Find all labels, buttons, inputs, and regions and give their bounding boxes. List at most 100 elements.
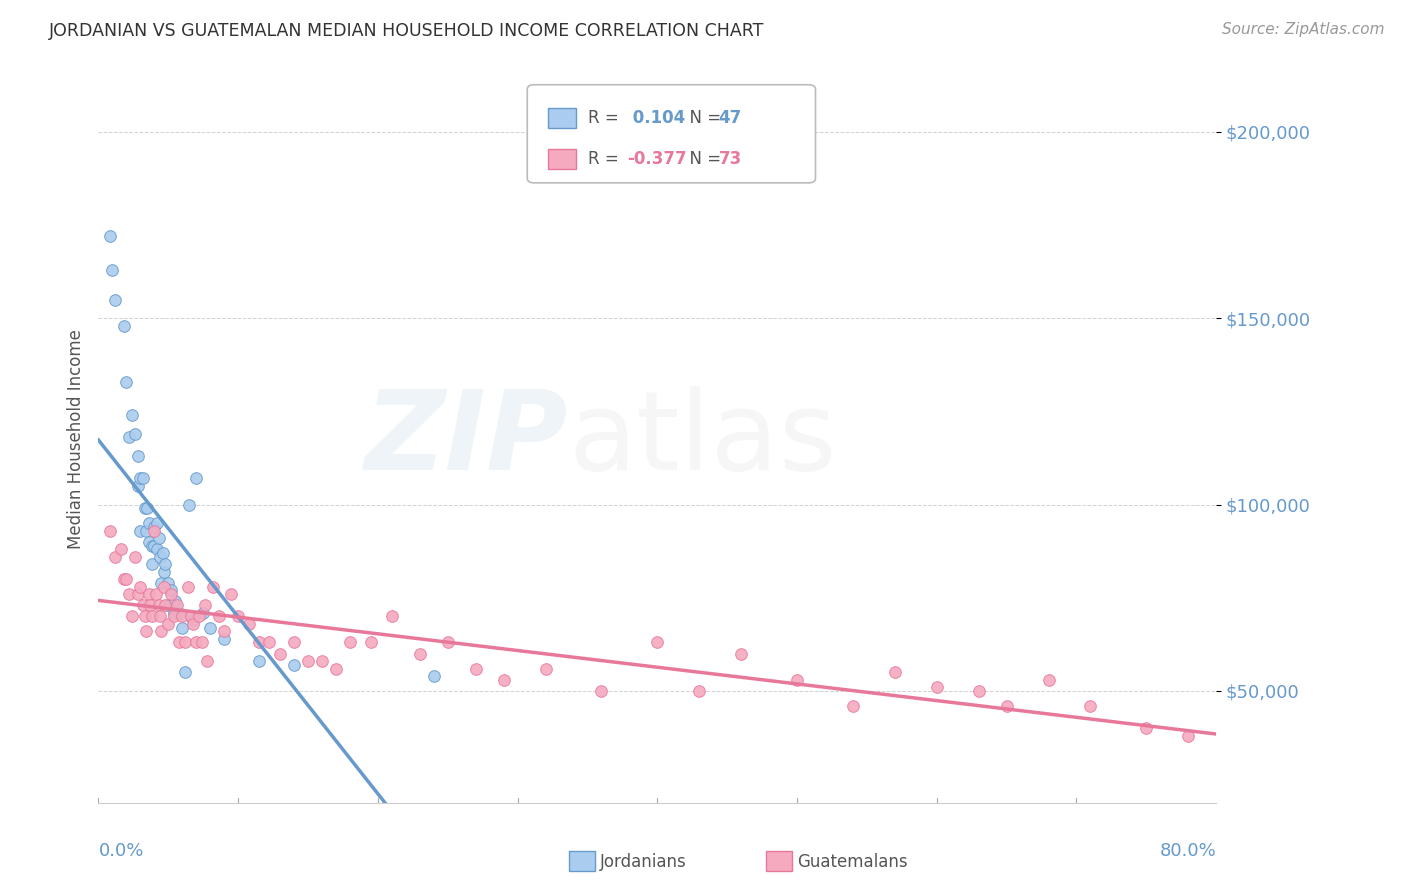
Point (127, 587, 149, 601)
Point (269, 647, 291, 661)
Text: R =: R = (588, 109, 624, 127)
Point (257, 635, 280, 649)
Point (129, 524, 152, 538)
Point (297, 654, 319, 668)
Point (104, 293, 127, 307)
Point (146, 516, 169, 531)
Point (115, 572, 138, 586)
Point (148, 598, 170, 612)
Point (194, 598, 217, 612)
Point (141, 539, 163, 553)
Point (1080, 698, 1102, 713)
Point (995, 698, 1018, 713)
Point (141, 558, 163, 572)
Point (180, 609, 202, 624)
Point (160, 587, 183, 601)
Point (883, 665, 905, 680)
Point (138, 587, 160, 601)
Text: R =: R = (588, 150, 624, 168)
Point (143, 520, 166, 534)
Point (136, 501, 159, 516)
Text: 80.0%: 80.0% (1160, 842, 1216, 860)
Point (157, 598, 180, 612)
Text: 73: 73 (718, 150, 742, 168)
Point (118, 587, 141, 601)
Point (360, 635, 382, 649)
Point (201, 580, 224, 594)
Point (115, 375, 138, 389)
Point (104, 549, 127, 564)
Point (118, 430, 141, 444)
Point (172, 609, 194, 624)
Point (247, 654, 270, 668)
Point (786, 673, 808, 687)
Text: Source: ZipAtlas.com: Source: ZipAtlas.com (1222, 22, 1385, 37)
Point (186, 471, 208, 485)
Point (193, 606, 215, 620)
Point (325, 662, 347, 676)
Point (146, 542, 169, 557)
Point (169, 635, 191, 649)
Point (212, 624, 235, 639)
Point (157, 616, 180, 631)
Text: Guatemalans: Guatemalans (797, 853, 908, 871)
Point (149, 609, 172, 624)
Point (166, 598, 188, 612)
Point (174, 665, 197, 680)
Text: N =: N = (679, 109, 727, 127)
Point (149, 549, 172, 564)
Point (155, 558, 177, 572)
Point (124, 549, 146, 564)
Point (110, 542, 132, 557)
Point (101, 262, 124, 277)
Point (165, 594, 187, 608)
Point (436, 635, 458, 649)
Point (238, 616, 260, 631)
Point (135, 524, 157, 538)
Point (191, 635, 214, 649)
Point (212, 632, 235, 646)
Point (98, 524, 121, 538)
Text: ZIP: ZIP (364, 386, 568, 492)
Point (464, 662, 486, 676)
Point (138, 534, 160, 549)
Point (129, 580, 152, 594)
Point (174, 635, 197, 649)
Point (152, 546, 174, 560)
Point (492, 673, 515, 687)
Point (127, 479, 149, 493)
Point (121, 609, 143, 624)
Point (153, 565, 176, 579)
Point (183, 616, 205, 631)
Point (150, 624, 173, 639)
Point (177, 580, 200, 594)
Point (132, 471, 155, 485)
Point (134, 501, 156, 516)
Text: 47: 47 (718, 109, 742, 127)
Point (148, 531, 170, 545)
Point (179, 498, 201, 512)
Point (163, 606, 186, 620)
Point (150, 575, 173, 590)
Point (226, 609, 249, 624)
Point (730, 647, 752, 661)
Point (112, 572, 135, 586)
Point (842, 698, 865, 713)
Point (124, 426, 146, 441)
Point (134, 609, 156, 624)
Point (135, 624, 157, 639)
Point (1038, 673, 1060, 687)
Text: -0.377: -0.377 (627, 150, 686, 168)
Point (143, 539, 166, 553)
Point (143, 524, 166, 538)
Text: N =: N = (679, 150, 727, 168)
Point (247, 635, 270, 649)
Point (139, 598, 162, 612)
Point (219, 587, 242, 601)
Point (172, 621, 194, 635)
Point (98, 229, 121, 244)
Point (688, 684, 710, 698)
Text: 0.0%: 0.0% (98, 842, 143, 860)
Text: 0.104: 0.104 (627, 109, 685, 127)
Point (145, 587, 167, 601)
